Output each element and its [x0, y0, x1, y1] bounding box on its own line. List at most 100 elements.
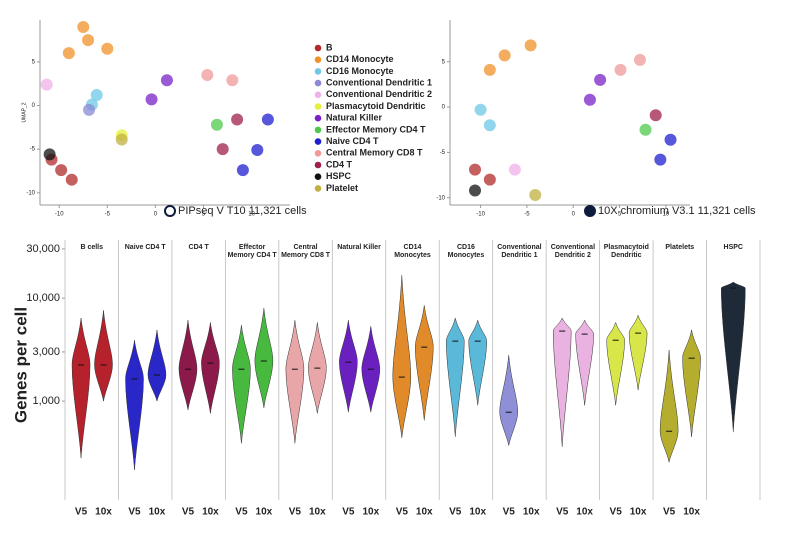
x-tick-label: 5: [202, 212, 206, 218]
violin: [606, 321, 625, 406]
y-axis-label: UMAP_2: [21, 102, 27, 122]
legend-swatch: [314, 173, 322, 180]
legend-label: Naive CD4 T: [326, 136, 379, 146]
panel-title: Natural Killer: [337, 244, 381, 251]
cell-point: [483, 119, 496, 132]
x-tick-label: -5: [105, 212, 111, 218]
panel-title: Central Memory CD8 T: [281, 244, 331, 259]
legend-label: Platelet: [326, 183, 358, 193]
x-tick-label: 10x: [630, 507, 647, 518]
cell-point: [524, 39, 537, 52]
cell-point: [474, 103, 487, 116]
cell-point: [649, 109, 662, 122]
violin: [285, 320, 305, 444]
x-tick-label: 10: [248, 212, 255, 218]
violin: [147, 329, 167, 402]
panel-title: Conventional Dendritic 1: [497, 244, 542, 259]
panel-title: CD14 Monocytes: [394, 244, 431, 259]
legend-label: HSPC: [326, 171, 352, 181]
x-tick-label: -5: [524, 212, 530, 218]
violin: [178, 320, 198, 411]
cell-point: [82, 34, 95, 47]
cell-point: [529, 189, 542, 202]
x-tick-label: V5: [503, 507, 516, 518]
x-tick-label: 10x: [523, 507, 540, 518]
cell-point: [160, 74, 173, 87]
cell-point: [508, 163, 521, 176]
x-tick-label: V5: [235, 507, 248, 518]
violin: [201, 322, 220, 414]
x-tick-label: 10x: [683, 507, 700, 518]
cell-point: [65, 173, 78, 186]
legend-swatch: [314, 150, 322, 157]
cell-point: [216, 143, 229, 156]
violin: [446, 317, 465, 437]
cell-point: [201, 68, 214, 81]
cell-point: [231, 113, 244, 126]
violin: [628, 314, 648, 391]
panel-title: Platelets: [665, 244, 695, 251]
y-tick-label: 1,000: [32, 395, 60, 407]
y-tick-label: -5: [440, 150, 446, 156]
cell-point: [654, 153, 667, 166]
cell-point: [498, 49, 511, 62]
x-tick-label: V5: [75, 507, 88, 518]
annotation-marker: [164, 205, 176, 217]
cell-point: [210, 118, 223, 131]
cell-point: [469, 184, 482, 197]
violin: [575, 319, 594, 406]
legend-swatch: [314, 185, 322, 192]
cell-point: [633, 53, 646, 66]
x-tick-label: 5: [618, 212, 622, 218]
x-tick-label: V5: [342, 507, 355, 518]
x-tick-label: 10: [663, 212, 670, 218]
panel-title: CD16 Monocytes: [447, 244, 485, 259]
cell-point: [115, 133, 128, 146]
x-tick-label: 0: [154, 212, 158, 218]
panel-title: HSPC: [723, 244, 743, 251]
legend-label: Conventional Dendritic 1: [326, 77, 432, 87]
violin: [125, 340, 144, 470]
cell-point: [251, 144, 264, 157]
cell-point: [614, 63, 627, 76]
cell-point: [101, 42, 114, 55]
cell-point: [639, 123, 652, 136]
y-tick-label: -10: [26, 190, 35, 196]
legend-label: CD16 Monocyte: [326, 66, 394, 76]
y-tick-label: 5: [442, 59, 446, 65]
x-tick-label: 10x: [309, 507, 326, 518]
y-tick-label: 0: [442, 105, 446, 111]
x-tick-label: 10x: [202, 507, 219, 518]
cell-point: [43, 148, 56, 161]
cell-point: [483, 63, 496, 76]
cell-point: [583, 93, 596, 106]
x-tick-label: V5: [182, 507, 195, 518]
violin: [254, 308, 274, 408]
x-tick-label: 10x: [469, 507, 486, 518]
x-tick-label: V5: [556, 507, 569, 518]
violin: [415, 305, 434, 421]
y-tick-label: 0: [32, 103, 36, 109]
x-tick-label: V5: [663, 507, 676, 518]
violin: [339, 320, 358, 413]
y-tick-label: 10,000: [26, 292, 60, 304]
cell-point: [236, 164, 249, 177]
x-tick-label: 10x: [576, 507, 593, 518]
x-tick-label: V5: [396, 507, 409, 518]
violin: [392, 275, 412, 438]
legend-swatch: [314, 161, 322, 169]
panel-title: Conventional Dendritic 2: [550, 244, 596, 259]
legend-swatch: [314, 56, 322, 63]
violin: [721, 281, 746, 433]
violin: [499, 355, 518, 446]
y-tick-label: 3,000: [32, 346, 60, 358]
x-tick-label: V5: [449, 507, 462, 518]
panel-title: B cells: [80, 244, 104, 251]
legend-swatch: [314, 114, 322, 122]
legend-swatch: [314, 44, 322, 52]
y-tick-label: 5: [32, 59, 36, 65]
panel-title: CD4 T: [188, 244, 209, 251]
x-tick-label: V5: [610, 507, 623, 518]
